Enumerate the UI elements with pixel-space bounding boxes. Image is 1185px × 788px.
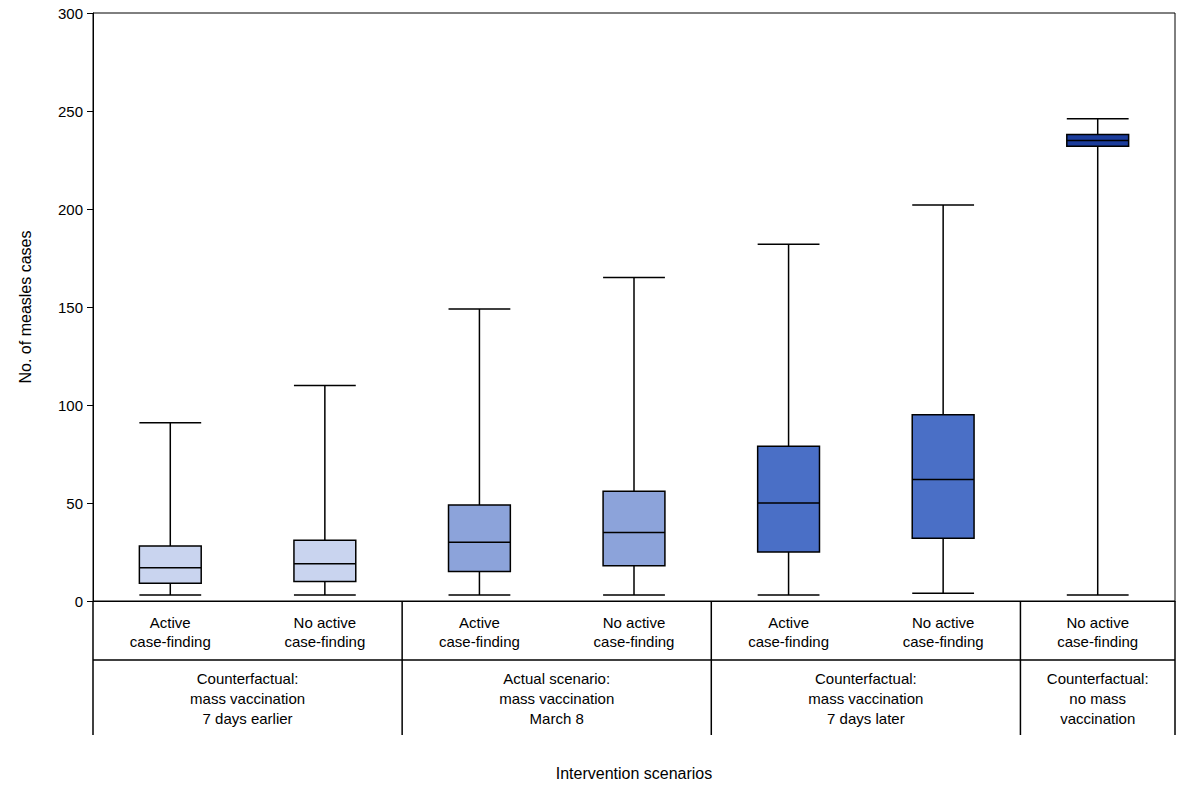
svg-text:vaccination: vaccination xyxy=(1060,710,1135,727)
svg-text:No active: No active xyxy=(912,614,975,631)
svg-text:case-finding: case-finding xyxy=(439,633,520,650)
svg-text:Active: Active xyxy=(459,614,500,631)
svg-text:no mass: no mass xyxy=(1069,690,1126,707)
svg-text:7 days later: 7 days later xyxy=(827,710,905,727)
svg-text:Intervention scenarios: Intervention scenarios xyxy=(556,765,713,782)
svg-text:case-finding: case-finding xyxy=(748,633,829,650)
svg-text:case-finding: case-finding xyxy=(284,633,365,650)
svg-text:No active: No active xyxy=(1066,614,1129,631)
svg-text:No active: No active xyxy=(603,614,666,631)
svg-text:case-finding: case-finding xyxy=(903,633,984,650)
svg-text:100: 100 xyxy=(58,397,83,414)
svg-text:0: 0 xyxy=(75,593,83,610)
svg-text:No active: No active xyxy=(294,614,357,631)
svg-text:Counterfactual:: Counterfactual: xyxy=(815,670,917,687)
svg-text:Counterfactual:: Counterfactual: xyxy=(197,670,299,687)
svg-text:mass vaccination: mass vaccination xyxy=(808,690,923,707)
svg-text:300: 300 xyxy=(58,5,83,22)
svg-text:No. of measles cases: No. of measles cases xyxy=(17,231,34,384)
svg-text:Active: Active xyxy=(150,614,191,631)
svg-text:Active: Active xyxy=(768,614,809,631)
svg-text:7 days earlier: 7 days earlier xyxy=(203,710,293,727)
svg-text:mass vaccination: mass vaccination xyxy=(190,690,305,707)
svg-text:mass vaccination: mass vaccination xyxy=(499,690,614,707)
svg-text:250: 250 xyxy=(58,103,83,120)
svg-text:150: 150 xyxy=(58,299,83,316)
svg-text:50: 50 xyxy=(66,495,83,512)
svg-text:case-finding: case-finding xyxy=(130,633,211,650)
svg-text:case-finding: case-finding xyxy=(594,633,675,650)
svg-text:March 8: March 8 xyxy=(530,710,584,727)
svg-text:200: 200 xyxy=(58,201,83,218)
svg-text:Counterfactual:: Counterfactual: xyxy=(1047,670,1149,687)
svg-text:Actual scenario:: Actual scenario: xyxy=(503,670,610,687)
svg-text:case-finding: case-finding xyxy=(1057,633,1138,650)
